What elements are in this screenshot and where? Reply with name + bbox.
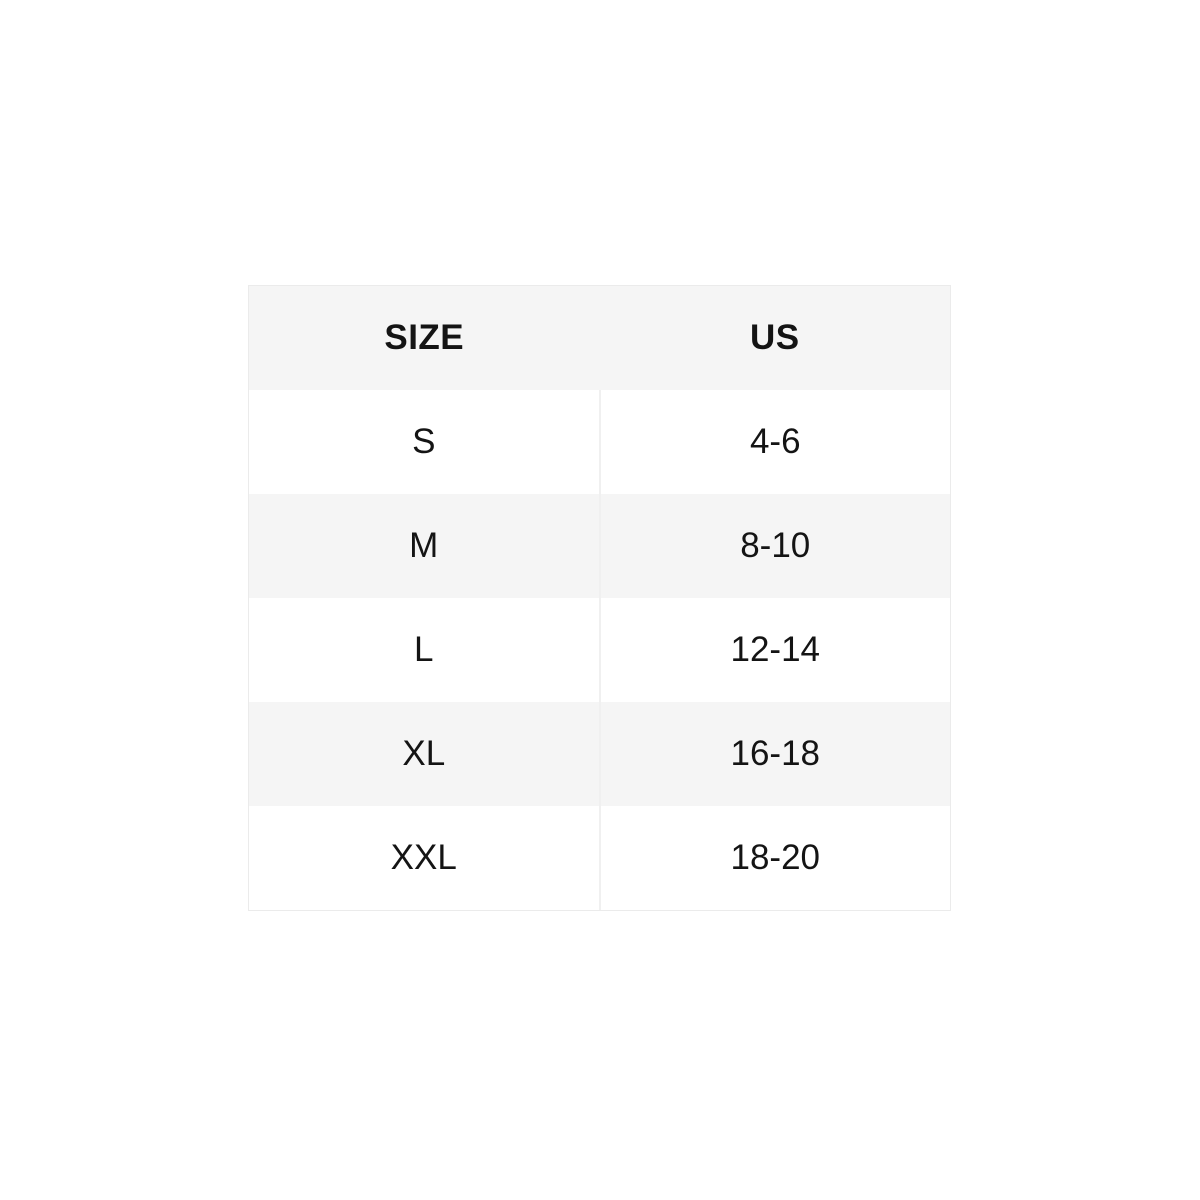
size-cell: M (249, 494, 601, 598)
us-cell: 16-18 (730, 734, 821, 773)
size-cell: S (249, 390, 601, 494)
size-chart-header-row: SIZE US (249, 286, 950, 390)
column-header-us: US (749, 318, 800, 357)
size-cell: XL (249, 702, 601, 806)
column-header-size: SIZE (384, 318, 465, 357)
us-cell: 18-20 (730, 838, 821, 877)
table-row: S 4-6 (249, 390, 950, 494)
table-row: M 8-10 (249, 494, 950, 598)
table-row: XL 16-18 (249, 702, 950, 806)
us-cell: 4-6 (749, 422, 801, 461)
table-row: XXL 18-20 (249, 806, 950, 910)
us-cell: 8-10 (740, 526, 811, 565)
size-chart-table: SIZE US S 4-6 M 8-10 L 12-14 XL 16-18 XX… (248, 285, 951, 911)
size-cell: XXL (249, 806, 601, 910)
table-row: L 12-14 (249, 598, 950, 702)
size-cell: L (249, 598, 601, 702)
us-cell: 12-14 (730, 630, 821, 669)
